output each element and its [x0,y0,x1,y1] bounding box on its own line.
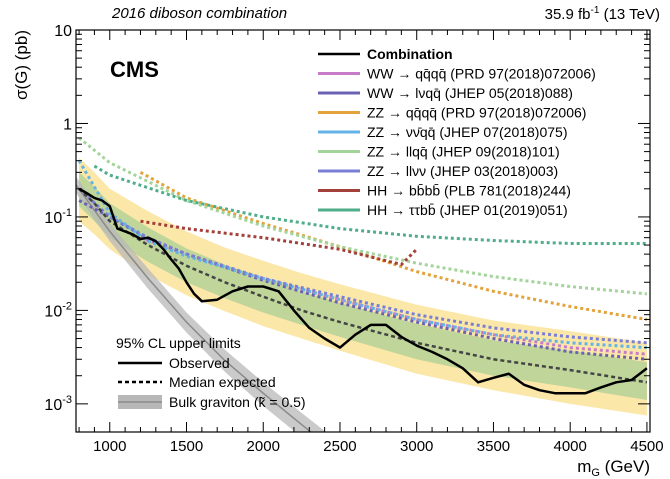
legends: Combination WW → qq̄qq̄ (PRD 97(2018)0720… [116,46,596,410]
x-tick-label: 3000 [400,438,433,455]
x-tick-label: 2000 [247,438,280,455]
median-expected-line [78,187,648,384]
cms-label: CMS [110,57,159,82]
channel-line-llnn [78,187,648,345]
legend-label-expected: Median expected [169,374,276,390]
channel-line-ttbb [93,164,647,245]
channel-line-bbbb [140,219,418,267]
energy-label: (13 TeV) [603,6,660,23]
header-right: 35.9 fb-1 (13 TeV) [545,5,660,23]
legend-label-llqq: ZZ → llqq̄ (JHEP 09(2018)101) [367,144,560,160]
y-tick-label: 1 [63,116,72,133]
legend-label-qqqq_ww: WW → qq̄qq̄ (PRD 97(2018)072006) [367,66,596,82]
x-tick-label: 4000 [554,438,587,455]
legend-label-qqqq_zz: ZZ → qq̄qq̄ (PRD 97(2018)072006) [367,105,586,121]
legend-label-llnn: ZZ → llνν (JHEP 03(2018)003) [367,163,558,179]
limits-legend-title: 95% CL upper limits [116,335,241,351]
legend-label-combination: Combination [367,46,453,62]
y-tick-label: 10-3 [44,394,72,414]
y-tick-label: 10-2 [44,300,72,320]
y-axis-label: σ(G) (pb) [12,30,31,100]
channel-line-nnqq [77,159,647,350]
y-tick-label: 10 [54,23,72,40]
legend-label-lvqq_ww: WW → lνqq̄ (JHEP 05(2018)088) [367,85,573,101]
channel-line-llqq [78,136,648,296]
x-tick-label: 1500 [170,438,203,455]
legend-label-theory: Bulk graviton (k̃ = 0.5) [169,394,306,410]
x-tick-label: 2500 [323,438,356,455]
header-left: 2016 diboson combination [112,5,288,22]
x-tick-label: 3500 [477,438,510,455]
expected-band-1sigma [79,172,647,400]
axes: 1000 1500 2000 2500 3000 3500 4000 4500 10 1 10-1 1… [12,23,664,479]
theory-line [76,184,312,432]
lumi-unit-exponent: -1 [590,5,600,16]
lumi-value: 35.9 fb [544,6,591,23]
legend-label-nnqq: ZZ → νν̄qq̄ (JHEP 07(2018)075) [367,124,568,140]
x-tick-label: 4500 [630,438,663,455]
plot-area [76,136,648,432]
x-tick-label: 1000 [93,438,126,455]
y-tick-label: 10-1 [44,207,72,227]
observed-line [78,187,648,395]
legend-label-bbbb: HH → bb̄bb̄ (PLB 781(2018)244) [367,183,571,199]
legend-label-ttbb: HH → ττbb̄ (JHEP 01(2019)051) [367,202,568,218]
x-axis-label: mG (GeV) [577,457,650,479]
legend-label-observed: Observed [169,355,230,371]
